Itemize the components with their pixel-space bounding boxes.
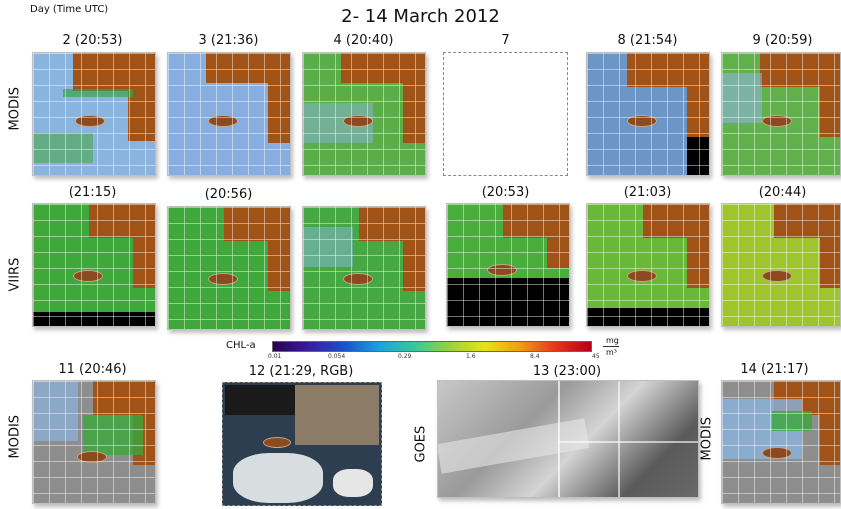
row-label-goes: GOES	[413, 425, 429, 463]
row-label-modis: MODIS	[7, 86, 23, 131]
modis-panel-day11	[32, 380, 156, 504]
missing-panel-day7	[443, 52, 568, 176]
modis-panel-day2	[32, 52, 156, 176]
modis-panel-day8	[586, 52, 710, 176]
row3-label-day11: 11 (20:46)	[58, 362, 127, 377]
row1-label-day9: 9 (20:59)	[752, 33, 813, 48]
row2-label-5: (21:03)	[623, 185, 672, 200]
chl-colorbar	[272, 341, 592, 352]
colorbar-tick-6: 45	[592, 353, 600, 360]
row3-label-day14: 14 (21:17)	[740, 362, 809, 377]
colorbar-tick-5: 8.4	[530, 353, 540, 360]
viirs-panel-6	[721, 203, 841, 327]
colorbar-unit-top: mg	[606, 336, 619, 345]
day-time-caption: Day (Time UTC)	[30, 4, 109, 15]
figure-title: 2- 14 March 2012	[341, 6, 500, 27]
row-label-viirs: VIIRS	[7, 257, 23, 292]
viirs-panel-5	[586, 203, 710, 327]
colorbar-tick-3: 0.29	[398, 353, 412, 360]
rgb-panel-day12	[222, 382, 382, 506]
row2-label-1: (21:15)	[68, 185, 117, 200]
row1-label-day2: 2 (20:53)	[62, 33, 123, 48]
row1-label-day4: 4 (20:40)	[333, 33, 394, 48]
viirs-panel-1	[32, 203, 156, 327]
viirs-panel-2	[167, 206, 291, 330]
colorbar-name: CHL-a	[226, 340, 256, 351]
modis-panel-day14	[721, 380, 841, 504]
row1-label-day8: 8 (21:54)	[617, 33, 678, 48]
modis-panel-day4	[302, 52, 426, 176]
modis-panel-day3	[167, 52, 291, 176]
row2-label-2: (20:56)	[204, 187, 253, 202]
viirs-panel-3	[302, 206, 426, 330]
goes-panel-day13	[437, 380, 699, 498]
row2-label-4: (20:53)	[481, 185, 530, 200]
colorbar-unit-bottom: m³	[606, 348, 617, 357]
viirs-panel-4	[446, 203, 570, 327]
row3-label-day12: 12 (21:29, RGB)	[248, 364, 354, 379]
colorbar-unit-divider	[603, 346, 619, 347]
colorbar-tick-2: 0.054	[328, 353, 346, 360]
row3-label-day13: 13 (23:00)	[532, 364, 602, 379]
colorbar-tick-4: 1.6	[466, 353, 476, 360]
row1-label-day7: 7	[501, 33, 510, 48]
row1-label-day3: 3 (21:36)	[198, 33, 259, 48]
colorbar-tick-1: 0.01	[268, 353, 282, 360]
row2-label-6: (20:44)	[758, 185, 807, 200]
row-label-modis-bottom: MODIS	[7, 414, 23, 459]
modis-panel-day9	[721, 52, 841, 176]
row-label-modis-right: MODIS	[699, 416, 715, 461]
